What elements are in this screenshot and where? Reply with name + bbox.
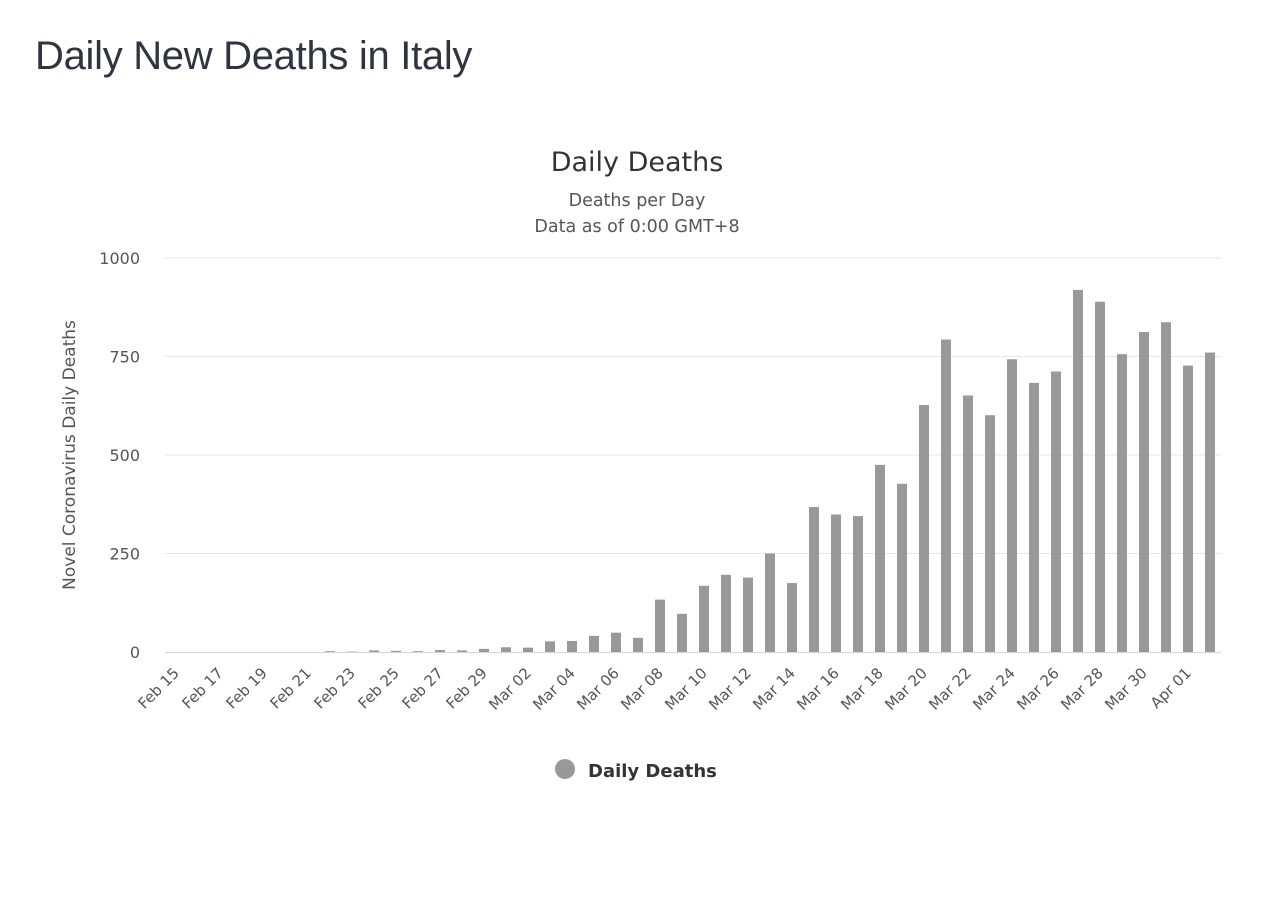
x-tick-label: Feb 15 [134, 664, 182, 712]
x-tick-label: Mar 26 [1013, 664, 1063, 714]
bar[interactable] [875, 464, 885, 652]
x-tick-label: Mar 30 [1101, 664, 1151, 714]
bars [325, 289, 1215, 653]
legend-marker [555, 759, 575, 779]
bar[interactable] [1007, 359, 1017, 652]
bar[interactable] [457, 650, 467, 652]
bar[interactable] [963, 395, 973, 652]
bar[interactable] [1095, 301, 1105, 652]
x-tick-label: Mar 10 [661, 664, 711, 714]
bar[interactable] [1073, 289, 1083, 652]
bar[interactable] [501, 647, 511, 652]
bar[interactable] [765, 553, 775, 653]
bar[interactable] [589, 635, 599, 652]
bar[interactable] [1161, 322, 1171, 652]
x-tick-label: Feb 27 [398, 664, 446, 712]
bar[interactable] [523, 647, 533, 652]
legend[interactable]: Daily Deaths [555, 759, 717, 782]
bar[interactable] [1117, 354, 1127, 652]
bar[interactable] [985, 415, 995, 652]
chart-subtitle-line-2: Data as of 0:00 GMT+8 [534, 217, 739, 237]
bar[interactable] [1139, 332, 1149, 652]
bar[interactable] [809, 507, 819, 652]
bar[interactable] [369, 650, 379, 652]
x-tick-label: Mar 14 [749, 664, 799, 714]
x-tick-label: Feb 25 [354, 664, 402, 712]
x-tick-label: Feb 19 [222, 664, 270, 712]
bar[interactable] [545, 641, 555, 652]
x-tick-label: Mar 06 [573, 664, 623, 714]
bar[interactable] [831, 514, 841, 652]
bar[interactable] [853, 516, 863, 652]
bar[interactable] [1051, 371, 1061, 652]
page-title: Daily New Deaths in Italy [35, 34, 473, 78]
bar[interactable] [919, 404, 929, 652]
x-tick-label: Mar 08 [617, 664, 667, 714]
bar[interactable] [897, 483, 907, 652]
bar[interactable] [1029, 382, 1039, 652]
grid-lines [165, 257, 1221, 554]
x-tick-label: Feb 21 [266, 664, 314, 712]
bar[interactable] [1183, 365, 1193, 652]
bar[interactable] [479, 648, 489, 652]
bar[interactable] [677, 613, 687, 652]
x-tick-label: Mar 28 [1057, 664, 1107, 714]
x-tick-label: Feb 23 [310, 664, 358, 712]
y-axis-label: Novel Coronavirus Daily Deaths [60, 320, 80, 590]
bar[interactable] [787, 583, 797, 652]
chart-title: Daily Deaths [551, 147, 724, 178]
x-tick-label: Feb 17 [178, 664, 226, 712]
y-tick-label: 1000 [99, 249, 140, 268]
bar[interactable] [567, 640, 577, 652]
bar[interactable] [611, 632, 621, 652]
x-tick-label: Apr 01 [1147, 664, 1195, 712]
x-tick-label: Feb 29 [442, 664, 490, 712]
legend-label: Daily Deaths [588, 761, 717, 782]
bar[interactable] [699, 585, 709, 652]
x-tick-label: Mar 04 [529, 664, 579, 714]
bar[interactable] [391, 650, 401, 652]
bar[interactable] [1205, 352, 1215, 652]
bar[interactable] [743, 577, 753, 652]
x-tick-label: Mar 22 [925, 664, 975, 714]
x-tick-label: Mar 24 [969, 664, 1019, 714]
bar[interactable] [655, 599, 665, 652]
y-tick-label: 0 [130, 643, 140, 662]
y-tick-label: 250 [109, 545, 140, 564]
y-tick-label: 500 [109, 446, 140, 465]
bar[interactable] [941, 339, 951, 652]
chart-subtitle-line-1: Deaths per Day [569, 191, 706, 211]
bar[interactable] [721, 574, 731, 652]
x-tick-label: Mar 12 [705, 664, 755, 714]
bar[interactable] [633, 637, 643, 652]
bar[interactable] [325, 651, 335, 652]
bar[interactable] [413, 651, 423, 652]
x-tick-label: Mar 20 [881, 664, 931, 714]
x-tick-label: Mar 18 [837, 664, 887, 714]
x-tick-label: Mar 02 [485, 664, 535, 714]
x-tick-label: Mar 16 [793, 664, 843, 714]
y-tick-label: 750 [109, 348, 140, 367]
bar[interactable] [435, 650, 445, 652]
